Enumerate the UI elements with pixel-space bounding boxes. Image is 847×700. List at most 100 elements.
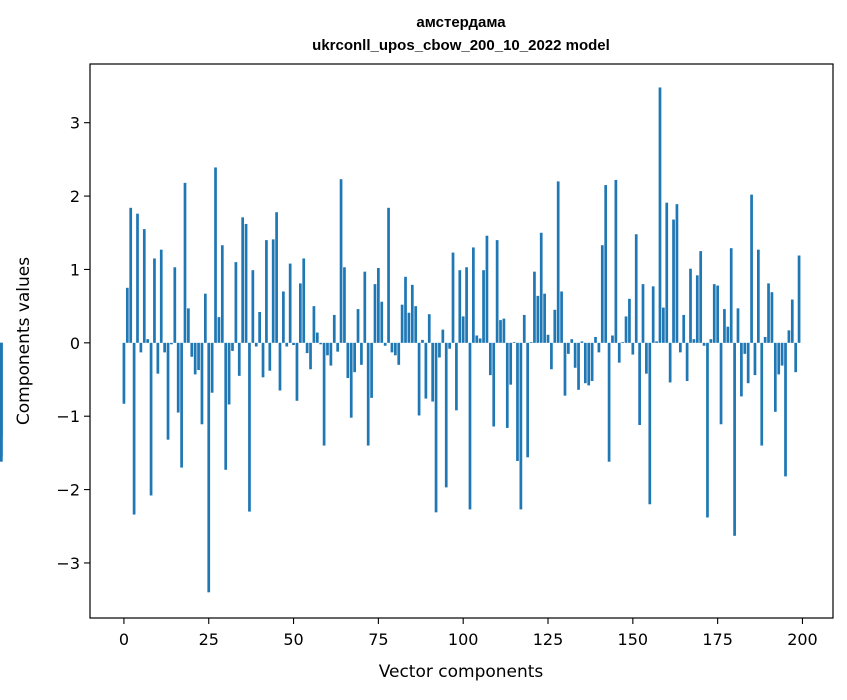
bar-122 (536, 295, 540, 343)
bar-162 (672, 219, 675, 343)
bar-159 (662, 307, 665, 343)
bar-9 (153, 258, 156, 343)
bar-94 (441, 329, 445, 343)
bar-72 (366, 342, 370, 446)
bar-128 (556, 181, 560, 343)
bar-55 (309, 342, 312, 370)
bar-147 (621, 342, 625, 343)
bar-43 (268, 342, 272, 371)
bar-134 (577, 342, 580, 390)
bar-154 (645, 342, 648, 374)
y-tick-label: 3 (70, 114, 80, 133)
bar-169 (695, 275, 699, 343)
bar-0 (122, 342, 126, 404)
bar-26 (210, 342, 214, 393)
bar-130 (563, 342, 567, 396)
bar-132 (570, 339, 574, 343)
bar-78 (387, 207, 390, 343)
bar-151 (634, 234, 638, 343)
bar-46 (278, 342, 282, 391)
bar-66 (346, 342, 350, 379)
bar-189 (763, 336, 767, 343)
bar-101 (465, 267, 468, 343)
bar-117 (519, 342, 523, 510)
bar-121 (533, 271, 536, 343)
bar-12 (163, 342, 166, 353)
bar-168 (692, 339, 696, 343)
bar-102 (468, 342, 472, 510)
bar-110 (495, 240, 499, 343)
x-tick-label: 150 (618, 630, 649, 649)
bar-143 (607, 342, 611, 462)
bar-28 (217, 317, 221, 343)
bar-129 (560, 291, 563, 343)
bar-41 (261, 342, 265, 378)
bar-131 (567, 342, 570, 354)
bar-183 (743, 342, 747, 354)
bar-188 (760, 342, 764, 446)
bar-20 (190, 342, 194, 357)
bar-48 (285, 342, 289, 347)
bar-90 (427, 314, 431, 343)
bar-109 (492, 342, 496, 427)
bar-186 (753, 342, 757, 376)
bar-19 (187, 308, 190, 343)
x-tick-label: 200 (787, 630, 818, 649)
bar-50 (292, 342, 295, 346)
bar-52 (298, 283, 302, 343)
bar-127 (553, 309, 557, 343)
bar-22 (197, 342, 200, 370)
bar-38 (251, 270, 255, 343)
bar-145 (614, 179, 618, 343)
bar-197 (790, 299, 794, 343)
bar-85 (410, 284, 414, 343)
bar-35 (241, 217, 245, 343)
bar-15 (173, 267, 177, 343)
bar-170 (699, 251, 703, 343)
bar-150 (631, 342, 635, 355)
bar-36 (244, 223, 248, 343)
y-tick-label: −2 (56, 481, 80, 500)
bar-80 (393, 342, 397, 356)
bar-125 (546, 334, 550, 343)
bar-182 (740, 342, 743, 397)
bar-6 (142, 229, 146, 343)
bar-76 (380, 301, 384, 343)
bar-67 (349, 342, 353, 418)
bar-71 (363, 271, 367, 343)
bar-97 (451, 252, 455, 343)
x-tick-label: 50 (283, 630, 303, 649)
bar-74 (373, 284, 377, 343)
bar-88 (421, 339, 424, 343)
bar-18 (183, 182, 187, 343)
bar-11 (159, 249, 163, 343)
y-tick-label: 2 (70, 187, 80, 206)
bar-95 (444, 342, 448, 488)
bar-45 (275, 212, 278, 343)
bar-82 (400, 304, 404, 343)
bar-98 (455, 342, 458, 411)
bar-178 (726, 326, 730, 343)
bar-124 (543, 293, 546, 343)
bar-120 (529, 342, 533, 343)
bar-141 (600, 245, 604, 343)
bar-99 (458, 270, 462, 343)
y-tick-label: −1 (56, 407, 80, 426)
bar-160 (665, 202, 669, 343)
bar-3 (132, 342, 136, 515)
bar-106 (482, 270, 485, 343)
bar-112 (502, 318, 506, 343)
bar-114 (509, 342, 513, 385)
bar-198 (794, 342, 798, 373)
x-axis-label: Vector components (379, 662, 544, 682)
bar-7 (146, 339, 150, 343)
bar-31 (227, 342, 231, 405)
bar-70 (360, 342, 363, 365)
bar-191 (770, 292, 774, 343)
bar-148 (624, 316, 628, 343)
bar-105 (478, 338, 482, 343)
bar-73 (370, 342, 373, 398)
bar-108 (488, 342, 492, 376)
bar-10 (156, 342, 160, 374)
